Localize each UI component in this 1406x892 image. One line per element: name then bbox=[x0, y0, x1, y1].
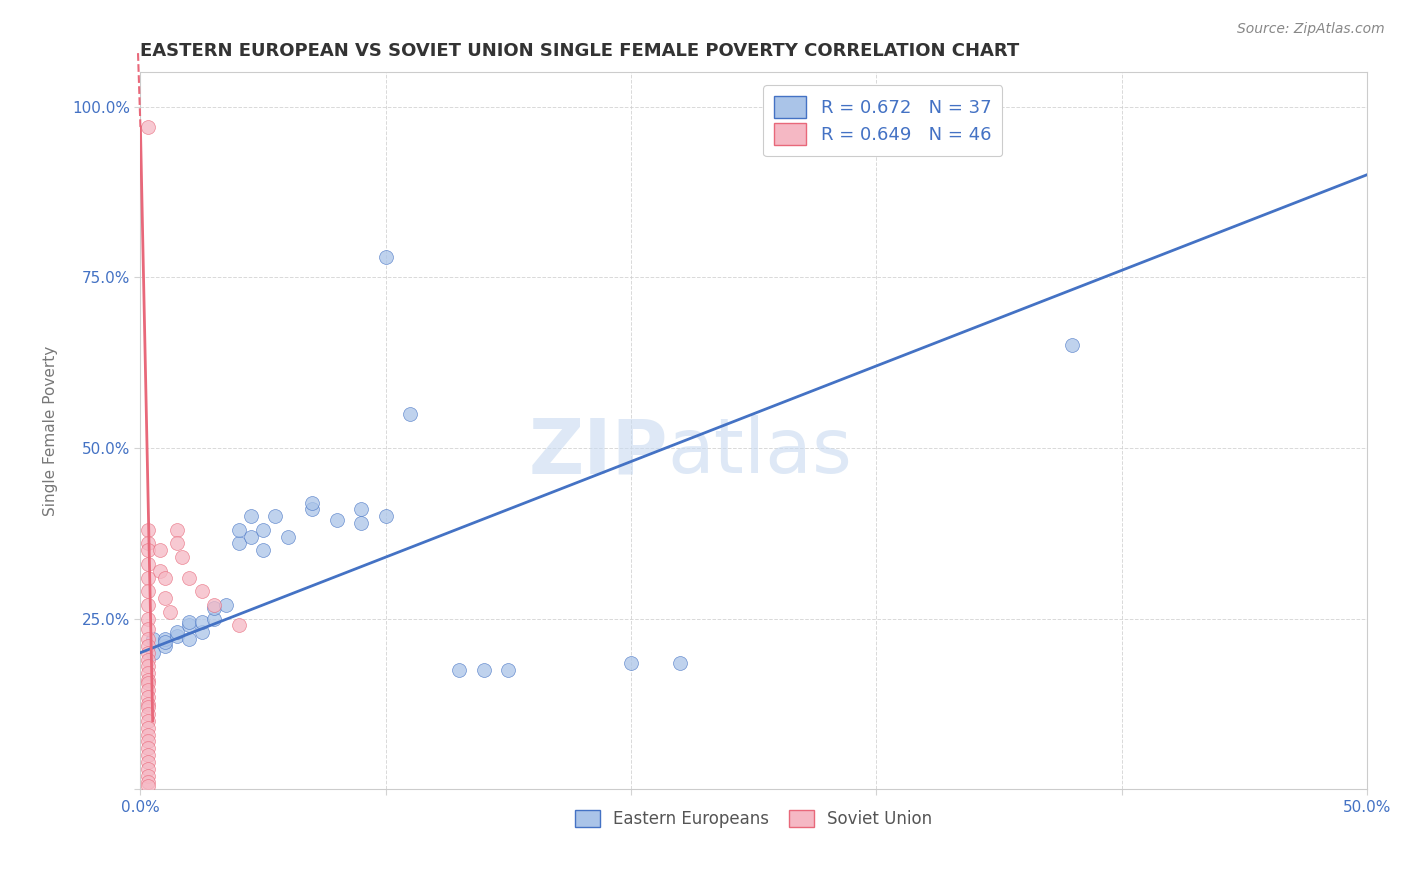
Legend: Eastern Europeans, Soviet Union: Eastern Europeans, Soviet Union bbox=[568, 803, 939, 835]
Point bbox=[136, 632, 159, 646]
Point bbox=[166, 536, 188, 550]
Point bbox=[136, 690, 159, 704]
Point bbox=[142, 646, 165, 660]
Point bbox=[136, 120, 159, 134]
Point bbox=[239, 530, 262, 544]
Point bbox=[264, 509, 287, 524]
Point bbox=[136, 721, 159, 735]
Point bbox=[277, 530, 299, 544]
Point bbox=[202, 611, 225, 625]
Point bbox=[215, 598, 238, 612]
Point bbox=[166, 625, 188, 640]
Point bbox=[228, 618, 250, 632]
Point bbox=[350, 502, 373, 516]
Point bbox=[449, 663, 471, 677]
Point bbox=[136, 639, 159, 653]
Point bbox=[252, 543, 274, 558]
Point bbox=[179, 632, 201, 646]
Point bbox=[136, 622, 159, 636]
Point bbox=[374, 509, 396, 524]
Y-axis label: Single Female Poverty: Single Female Poverty bbox=[44, 346, 58, 516]
Point bbox=[136, 697, 159, 711]
Point bbox=[252, 523, 274, 537]
Point bbox=[136, 683, 159, 698]
Text: Source: ZipAtlas.com: Source: ZipAtlas.com bbox=[1237, 22, 1385, 37]
Text: EASTERN EUROPEAN VS SOVIET UNION SINGLE FEMALE POVERTY CORRELATION CHART: EASTERN EUROPEAN VS SOVIET UNION SINGLE … bbox=[141, 42, 1019, 60]
Point bbox=[136, 611, 159, 625]
Point bbox=[166, 523, 188, 537]
Point bbox=[136, 755, 159, 769]
Point bbox=[136, 557, 159, 571]
Point bbox=[136, 748, 159, 763]
Point bbox=[350, 516, 373, 530]
Point bbox=[153, 571, 176, 585]
Point bbox=[136, 652, 159, 666]
Point bbox=[136, 666, 159, 681]
Point bbox=[190, 615, 212, 629]
Text: atlas: atlas bbox=[668, 416, 852, 490]
Point bbox=[166, 629, 188, 643]
Point bbox=[136, 741, 159, 756]
Point bbox=[153, 639, 176, 653]
Point bbox=[202, 598, 225, 612]
Point bbox=[149, 564, 172, 578]
Point bbox=[136, 584, 159, 599]
Point bbox=[136, 714, 159, 728]
Point bbox=[179, 615, 201, 629]
Point bbox=[179, 571, 201, 585]
Point bbox=[374, 250, 396, 264]
Point bbox=[228, 523, 250, 537]
Point bbox=[136, 646, 159, 660]
Point bbox=[190, 625, 212, 640]
Point bbox=[136, 659, 159, 673]
Point bbox=[228, 536, 250, 550]
Point bbox=[136, 523, 159, 537]
Point bbox=[142, 632, 165, 646]
Point bbox=[153, 591, 176, 605]
Point bbox=[136, 775, 159, 789]
Text: ZIP: ZIP bbox=[529, 416, 668, 490]
Point bbox=[149, 543, 172, 558]
Point bbox=[159, 605, 181, 619]
Point bbox=[202, 601, 225, 615]
Point bbox=[136, 707, 159, 722]
Point bbox=[136, 768, 159, 782]
Point bbox=[179, 618, 201, 632]
Point bbox=[136, 536, 159, 550]
Point bbox=[136, 728, 159, 742]
Point bbox=[136, 676, 159, 690]
Point bbox=[136, 700, 159, 714]
Point bbox=[301, 502, 323, 516]
Point bbox=[472, 663, 495, 677]
Point bbox=[153, 632, 176, 646]
Point bbox=[325, 512, 347, 526]
Point bbox=[1062, 338, 1084, 352]
Point bbox=[136, 762, 159, 776]
Point bbox=[136, 779, 159, 793]
Point bbox=[669, 656, 692, 670]
Point bbox=[172, 550, 194, 565]
Point bbox=[620, 656, 643, 670]
Point bbox=[301, 495, 323, 509]
Point bbox=[136, 571, 159, 585]
Point bbox=[498, 663, 520, 677]
Point bbox=[136, 543, 159, 558]
Point bbox=[190, 584, 212, 599]
Point bbox=[136, 673, 159, 687]
Point bbox=[399, 407, 422, 421]
Point bbox=[153, 635, 176, 649]
Point bbox=[136, 734, 159, 748]
Point bbox=[239, 509, 262, 524]
Point bbox=[136, 598, 159, 612]
